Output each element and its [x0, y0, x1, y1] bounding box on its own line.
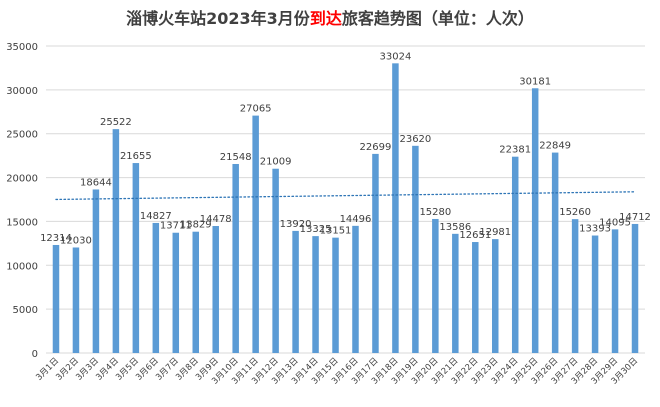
y-tick-label: 15000	[6, 217, 38, 228]
data-label: 13920	[280, 219, 312, 230]
data-label: 15260	[559, 207, 591, 218]
bar	[492, 239, 499, 353]
bar	[232, 163, 239, 353]
bar	[332, 237, 339, 353]
bar	[412, 145, 419, 353]
bar	[192, 231, 199, 353]
data-label: 22699	[360, 142, 392, 153]
bar	[591, 235, 599, 353]
bar	[432, 218, 439, 353]
data-label: 14095	[599, 217, 631, 228]
y-axis-tick-labels: 0 5000 10000 15000 20000 25000 30000 35000	[6, 42, 38, 360]
data-label: 13151	[320, 226, 352, 237]
data-label: 13586	[439, 222, 471, 233]
data-label: 23620	[399, 134, 431, 145]
chart-title-part-1: 淄博火车站2023年3月份	[126, 9, 311, 28]
bar	[511, 156, 519, 353]
data-label: 30181	[519, 76, 551, 87]
y-tick-label: 25000	[6, 130, 38, 141]
y-tick-label: 35000	[6, 42, 38, 53]
y-tick-label: 20000	[6, 174, 38, 185]
bar	[72, 247, 80, 353]
bar	[312, 236, 319, 353]
data-label: 22381	[499, 145, 531, 156]
y-tick-label: 0	[32, 349, 38, 360]
data-label: 27065	[240, 104, 272, 115]
data-label: 12981	[479, 227, 511, 238]
bar	[571, 219, 579, 353]
chart-title: 淄博火车站2023年3月份到达旅客趋势图（单位：人次）	[126, 9, 534, 28]
trendline-group	[55, 191, 636, 201]
bar	[272, 168, 279, 353]
x-axis-tick-labels: 3月1日3月2日3月3日3月4日3月5日3月6日3月7日3月8日3月9日3月10…	[34, 356, 640, 387]
y-tick-label: 30000	[6, 86, 38, 97]
data-label: 21655	[120, 151, 152, 162]
bar	[292, 230, 299, 353]
data-label: 33024	[380, 51, 412, 62]
data-label: 14496	[340, 214, 372, 225]
data-label: 13829	[180, 220, 212, 231]
data-label: 13393	[579, 224, 611, 235]
bar	[92, 189, 100, 353]
data-label: 14827	[140, 211, 172, 222]
data-label: 15280	[419, 207, 451, 218]
bars	[52, 63, 639, 354]
bar	[212, 226, 219, 353]
data-label: 25522	[100, 117, 132, 128]
data-label: 12314	[40, 233, 72, 244]
bar	[611, 229, 619, 353]
bar	[52, 244, 60, 353]
data-label: 12651	[459, 230, 491, 241]
y-tick-label: 5000	[13, 305, 38, 316]
data-label: 21548	[220, 152, 252, 163]
bar	[132, 163, 140, 353]
data-label: 14712	[619, 212, 651, 223]
data-label: 18644	[80, 177, 112, 188]
bar	[252, 115, 259, 353]
bar	[452, 233, 459, 353]
bar	[372, 153, 379, 353]
data-label: 22849	[539, 141, 571, 152]
y-tick-label: 10000	[6, 261, 38, 272]
bar	[172, 232, 180, 353]
trendline	[55, 191, 636, 201]
bar	[152, 222, 160, 353]
data-label: 13711	[160, 221, 192, 232]
data-label: 14478	[200, 214, 232, 225]
bar	[352, 225, 359, 353]
bar	[631, 223, 639, 353]
bar	[392, 63, 399, 354]
bar	[472, 242, 479, 353]
bar	[112, 129, 120, 353]
chart-title-highlight: 到达	[310, 9, 342, 28]
bar	[551, 152, 559, 353]
data-label: 21009	[260, 157, 292, 168]
data-label: 13325	[300, 224, 332, 235]
chart-title-part-2: 旅客趋势图（单位：人次）	[342, 9, 534, 28]
bar	[531, 88, 539, 353]
gridlines	[46, 45, 645, 354]
data-label: 12030	[60, 235, 92, 246]
